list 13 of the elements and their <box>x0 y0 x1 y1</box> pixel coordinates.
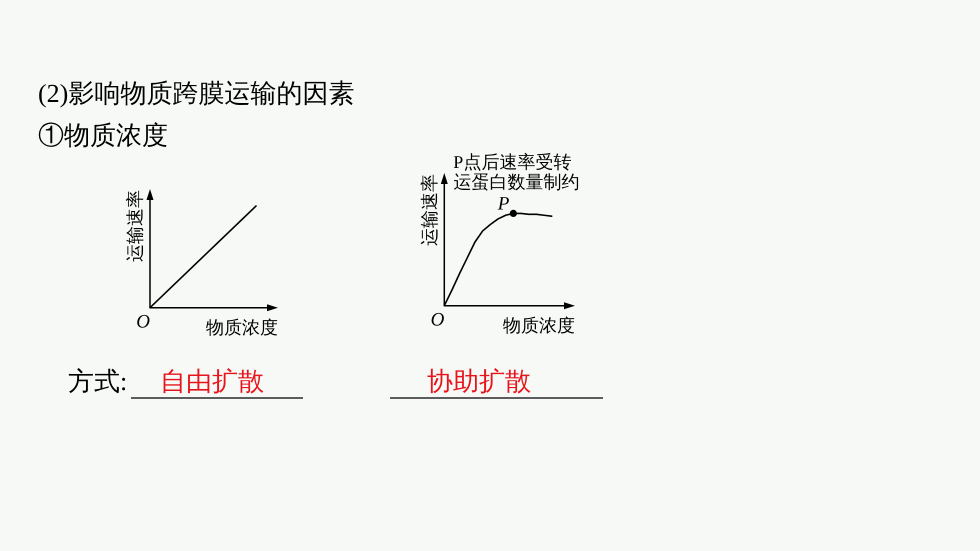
y-axis-title: 运输速率 <box>419 174 440 246</box>
title: (2)影响物质跨膜运输的因素 <box>38 79 354 108</box>
answer: 协助扩散 <box>427 367 531 396</box>
y-axis-title: 运输速率 <box>125 190 145 262</box>
x-axis-title: 物质浓度 <box>503 316 575 336</box>
annotation: 方式: <box>68 367 128 396</box>
annotation: O <box>136 312 150 333</box>
annotation: P点后速率受转运蛋白数量制约 <box>453 152 580 192</box>
answer: 自由扩散 <box>160 367 264 396</box>
subtitle: ①物质浓度 <box>38 121 168 150</box>
annotation: P <box>498 193 510 214</box>
x-axis-title: 物质浓度 <box>206 318 278 338</box>
annotation: O <box>430 310 444 331</box>
